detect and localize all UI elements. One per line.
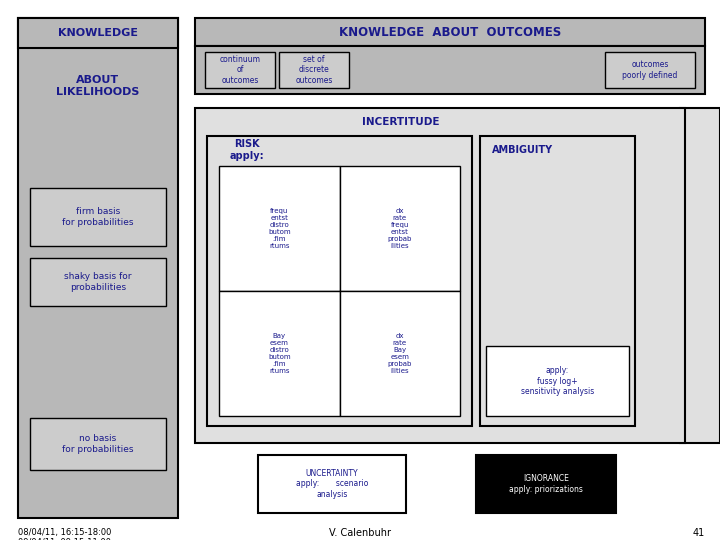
Bar — [30, 188, 166, 246]
Text: KNOWLEDGE  ABOUT  OUTCOMES: KNOWLEDGE ABOUT OUTCOMES — [339, 25, 561, 38]
Bar — [195, 18, 705, 46]
Text: shaky basis for
probabilities: shaky basis for probabilities — [64, 272, 132, 292]
Bar — [219, 166, 340, 291]
Bar — [195, 108, 685, 443]
Bar — [18, 18, 178, 518]
Bar — [207, 136, 472, 426]
Bar — [486, 346, 629, 416]
Bar — [205, 52, 275, 88]
Text: dx
rate
frequ
entst
probab
ilities: dx rate frequ entst probab ilities — [387, 208, 412, 249]
Text: ABOUT
LIKELIHOODS: ABOUT LIKELIHOODS — [56, 75, 140, 97]
Text: firm basis
for probabilities: firm basis for probabilities — [62, 207, 134, 227]
Text: frequ
entst
distro
butom
.fim
rtums: frequ entst distro butom .fim rtums — [268, 208, 291, 249]
Bar — [605, 52, 695, 88]
Bar — [476, 455, 616, 513]
Bar — [680, 108, 720, 443]
Bar — [279, 52, 349, 88]
Bar — [18, 18, 178, 48]
Text: RISK
apply:: RISK apply: — [230, 139, 264, 161]
Text: 41: 41 — [693, 528, 705, 538]
Text: no basis
for probabilities: no basis for probabilities — [62, 434, 134, 454]
Text: outcomes
poorly defined: outcomes poorly defined — [622, 60, 678, 80]
Text: continuum
of
outcomes: continuum of outcomes — [220, 55, 261, 85]
Bar — [340, 166, 460, 291]
Text: UNCERTAINTY
apply:       scenario
analysis: UNCERTAINTY apply: scenario analysis — [296, 469, 368, 499]
Bar — [219, 291, 340, 416]
Bar — [258, 455, 406, 513]
Text: Bay
esem
distro
butom
.fim
rtums: Bay esem distro butom .fim rtums — [268, 333, 291, 374]
Text: AMBIGUITY: AMBIGUITY — [492, 145, 553, 155]
Text: apply:
fussy log+
sensitivity analysis: apply: fussy log+ sensitivity analysis — [521, 366, 594, 396]
Bar — [30, 258, 166, 306]
Bar — [340, 291, 460, 416]
Bar — [30, 418, 166, 470]
Text: 08/04/11, 16:15-18:00
09/04/11, 09:15-11:00: 08/04/11, 16:15-18:00 09/04/11, 09:15-11… — [18, 528, 112, 540]
Bar — [195, 46, 705, 94]
Text: INCERTITUDE: INCERTITUDE — [362, 117, 439, 127]
Bar — [480, 136, 635, 426]
Text: V. Calenbuhr: V. Calenbuhr — [329, 528, 391, 538]
Text: dx
rate
Bay
esem
probab
ilities: dx rate Bay esem probab ilities — [387, 333, 412, 374]
Text: KNOWLEDGE: KNOWLEDGE — [58, 28, 138, 38]
Text: IGNORANCE
apply: priorizations: IGNORANCE apply: priorizations — [509, 474, 583, 494]
Text: set of
discrete
outcomes: set of discrete outcomes — [295, 55, 333, 85]
